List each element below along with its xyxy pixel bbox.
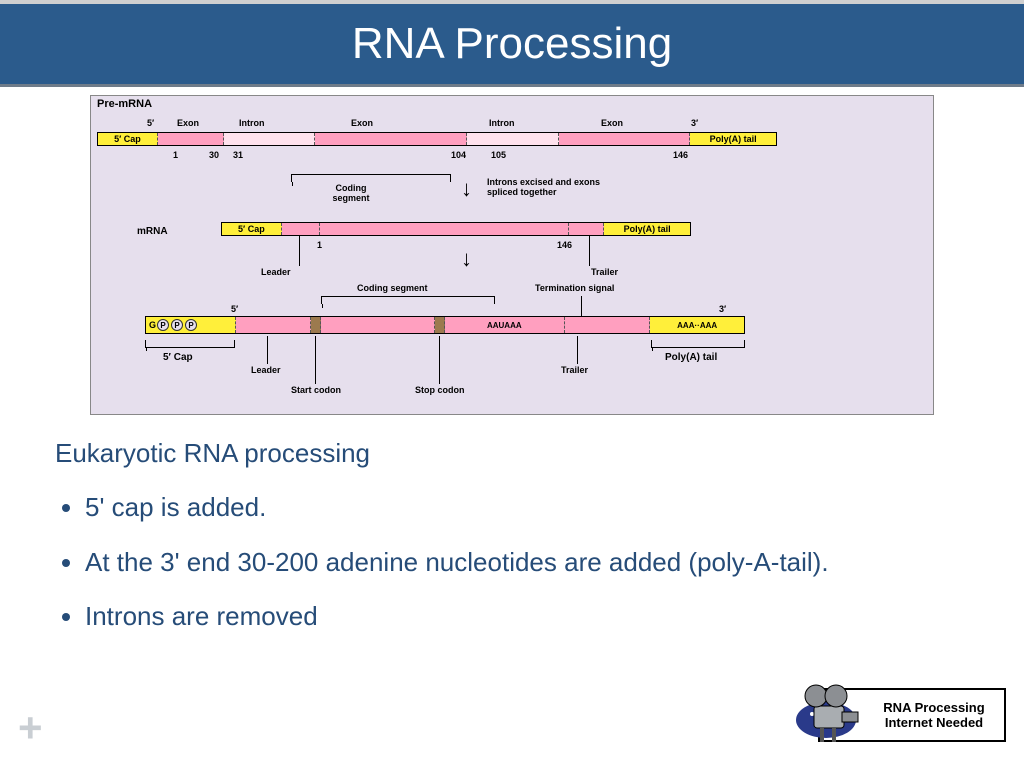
arrow-down-icon-2: ↓ bbox=[461, 246, 472, 272]
brace-coding-1 bbox=[291, 174, 451, 182]
mrna-label: mRNA bbox=[137, 226, 168, 237]
five-prime-1: 5′ bbox=[147, 118, 154, 128]
rna-diagram: Pre-mRNA 5′ Exon Intron Exon Intron Exon… bbox=[90, 95, 934, 415]
tail-1: Poly(A) tail bbox=[690, 133, 776, 145]
phosphate-icon: P bbox=[157, 319, 169, 331]
cap-2: 5′ Cap bbox=[222, 223, 282, 235]
top-exon-2: Exon bbox=[351, 118, 373, 128]
trailer-label-2: Trailer bbox=[561, 366, 588, 376]
aaa-tail: AAA··AAA bbox=[650, 317, 744, 333]
stop-codon-label: Stop codon bbox=[415, 386, 465, 396]
arrow-down-icon: ↓ bbox=[461, 176, 472, 202]
aauaaa: AAUAAA bbox=[445, 317, 565, 333]
tick-1: 1 bbox=[173, 150, 178, 160]
tick-30: 30 bbox=[209, 150, 219, 160]
bullet-1: 5' cap is added. bbox=[85, 487, 969, 527]
top-intron-1: Intron bbox=[239, 118, 265, 128]
start-codon-label: Start codon bbox=[291, 386, 341, 396]
coding-segment-2: Coding segment bbox=[357, 284, 428, 294]
tick2-1: 1 bbox=[317, 240, 322, 250]
five-prime-2: 5′ bbox=[231, 304, 238, 314]
final-bar: G P P P AAUAAA AAA··AAA bbox=[145, 316, 745, 334]
premrna-bar: 5′ Cap Poly(A) tail bbox=[97, 132, 777, 146]
leader-label-2: Leader bbox=[251, 366, 281, 376]
diagram-container: Pre-mRNA 5′ Exon Intron Exon Intron Exon… bbox=[0, 87, 1024, 415]
g-cap: G P P P bbox=[146, 317, 236, 333]
phosphate-icon: P bbox=[171, 319, 183, 331]
mrna-bar: 5′ Cap Poly(A) tail bbox=[221, 222, 691, 236]
film-camera-icon bbox=[786, 672, 866, 752]
tick-31: 31 bbox=[233, 150, 243, 160]
polya-tail-final: Poly(A) tail bbox=[665, 352, 717, 363]
stop-codon-bar bbox=[435, 317, 445, 333]
pre-mrna-label: Pre-mRNA bbox=[97, 98, 152, 110]
trailer-label-1: Trailer bbox=[591, 268, 618, 278]
badge-line1: RNA Processing bbox=[870, 700, 998, 715]
video-badge[interactable]: RNA Processing Internet Needed bbox=[818, 688, 1006, 742]
anno-introns-excised: Introns excised and exons spliced togeth… bbox=[487, 178, 627, 198]
leader-label-1: Leader bbox=[261, 268, 291, 278]
termination-signal: Termination signal bbox=[535, 284, 614, 294]
tick-105: 105 bbox=[491, 150, 506, 160]
three-prime-1: 3′ bbox=[691, 118, 698, 128]
top-exon-3: Exon bbox=[601, 118, 623, 128]
tail-2: Poly(A) tail bbox=[604, 223, 690, 235]
bullet-3: Introns are removed bbox=[85, 596, 969, 636]
phosphate-icon: P bbox=[185, 319, 197, 331]
top-intron-2: Intron bbox=[489, 118, 515, 128]
five-cap-final: 5′ Cap bbox=[163, 352, 193, 363]
three-prime-2: 3′ bbox=[719, 304, 726, 314]
brace-coding-2 bbox=[321, 296, 495, 304]
page-title: RNA Processing bbox=[352, 19, 672, 69]
tick-146: 146 bbox=[673, 150, 688, 160]
add-icon[interactable]: + bbox=[18, 704, 43, 752]
body-content: Eukaryotic RNA processing 5' cap is adde… bbox=[0, 415, 1024, 636]
top-exon-1: Exon bbox=[177, 118, 199, 128]
title-band: RNA Processing bbox=[0, 4, 1024, 84]
bullet-2: At the 3' end 30-200 adenine nucleotides… bbox=[85, 542, 969, 582]
body-heading: Eukaryotic RNA processing bbox=[55, 433, 969, 473]
anno-coding-seg-1: Coding segment bbox=[316, 184, 386, 204]
cap-1: 5′ Cap bbox=[98, 133, 158, 145]
tick2-146: 146 bbox=[557, 240, 572, 250]
tick-104: 104 bbox=[451, 150, 466, 160]
badge-line2: Internet Needed bbox=[870, 715, 998, 730]
start-codon-bar bbox=[311, 317, 321, 333]
